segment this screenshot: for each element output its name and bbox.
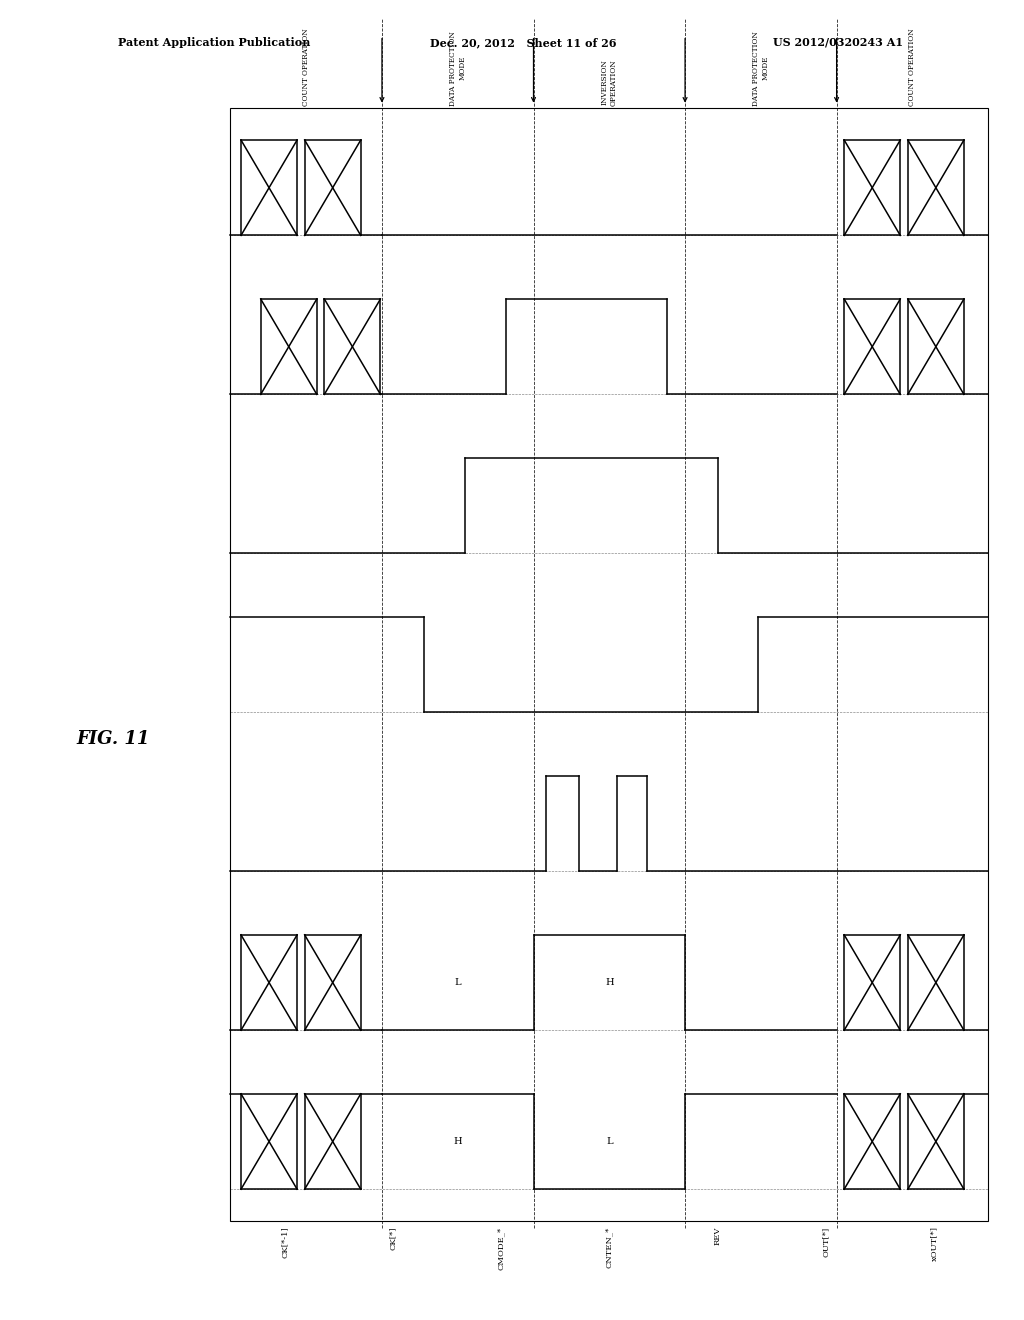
Text: CK[*-1]: CK[*-1] <box>281 1226 289 1258</box>
Text: FIG. 11: FIG. 11 <box>77 730 151 748</box>
Text: CMODE_*: CMODE_* <box>497 1226 505 1270</box>
Text: CNTEN_*: CNTEN_* <box>605 1226 613 1267</box>
Text: COUNT OPERATION: COUNT OPERATION <box>908 28 916 106</box>
Text: L: L <box>606 1137 612 1146</box>
Text: COUNT OPERATION: COUNT OPERATION <box>302 28 310 106</box>
Text: L: L <box>455 978 461 987</box>
Text: CK[*]: CK[*] <box>389 1226 396 1250</box>
Bar <box>230 108 988 1221</box>
Text: US 2012/0320243 A1: US 2012/0320243 A1 <box>773 37 903 48</box>
Text: Patent Application Publication: Patent Application Publication <box>118 37 310 48</box>
Text: H: H <box>605 978 613 987</box>
Text: INVERSION
OPERATION: INVERSION OPERATION <box>601 59 617 106</box>
Text: OUT[*]: OUT[*] <box>822 1226 829 1257</box>
Text: REV: REV <box>714 1226 722 1245</box>
Text: Dec. 20, 2012   Sheet 11 of 26: Dec. 20, 2012 Sheet 11 of 26 <box>430 37 616 48</box>
Text: H: H <box>454 1137 462 1146</box>
Text: DATA PROTECTION
MODE: DATA PROTECTION MODE <box>753 30 769 106</box>
Text: DATA PROTECTION
MODE: DATA PROTECTION MODE <box>450 30 466 106</box>
Text: xOUT[*]: xOUT[*] <box>930 1226 938 1262</box>
